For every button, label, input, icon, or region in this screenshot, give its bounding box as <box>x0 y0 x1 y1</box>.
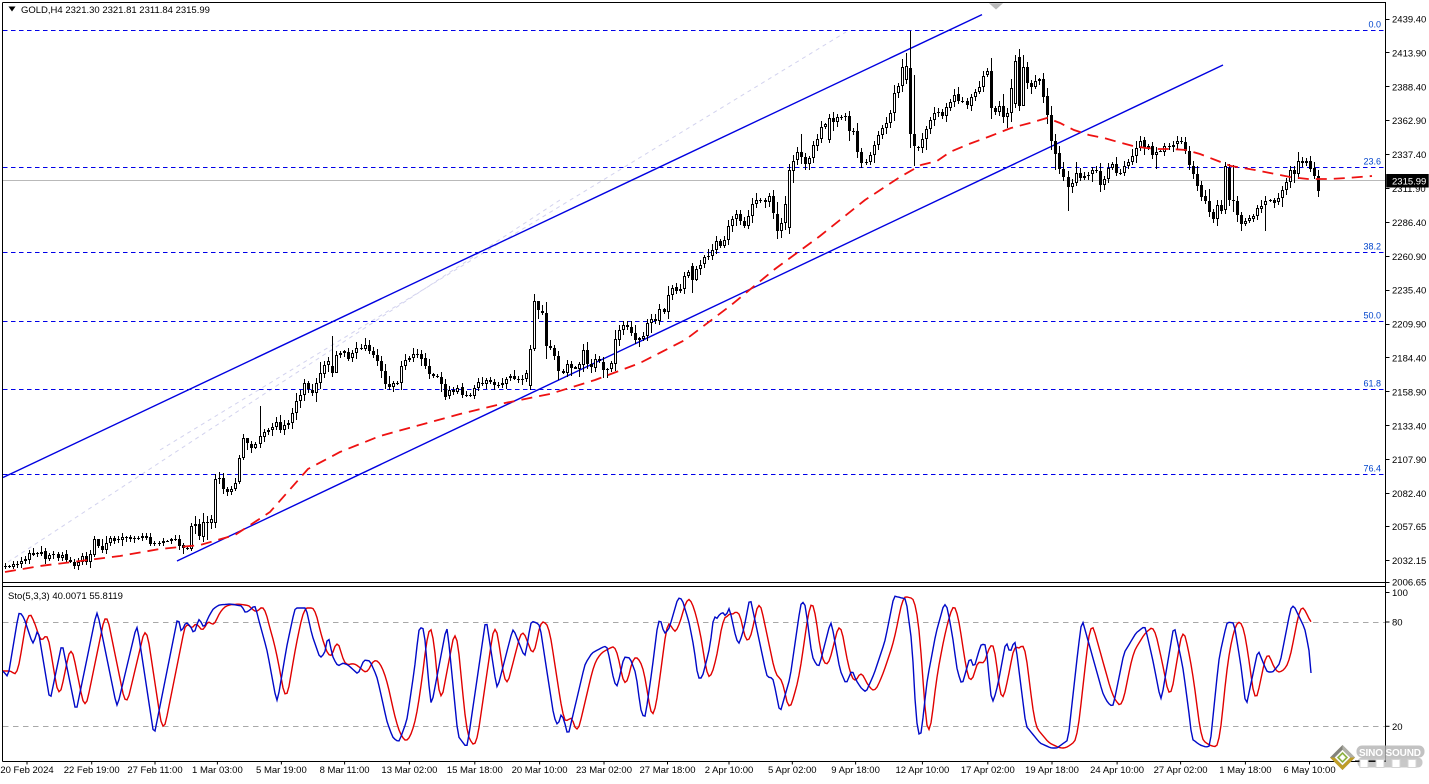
svg-text:61.8: 61.8 <box>1363 379 1381 389</box>
svg-text:2032.15: 2032.15 <box>1392 556 1426 567</box>
svg-text:2133.40: 2133.40 <box>1392 421 1426 432</box>
svg-text:22 Feb 19:00: 22 Feb 19:00 <box>64 765 120 776</box>
svg-text:27 Feb 11:00: 27 Feb 11:00 <box>127 765 182 776</box>
svg-text:24 Apr 10:00: 24 Apr 10:00 <box>1090 765 1144 776</box>
svg-text:SINO SOUND: SINO SOUND <box>1359 748 1421 759</box>
svg-text:2413.90: 2413.90 <box>1392 48 1426 59</box>
svg-text:17 Apr 02:00: 17 Apr 02:00 <box>961 765 1015 776</box>
svg-text:2260.90: 2260.90 <box>1392 252 1426 263</box>
svg-text:2362.90: 2362.90 <box>1392 116 1426 127</box>
svg-text:5 Mar 19:00: 5 Mar 19:00 <box>256 765 307 776</box>
svg-text:1 May 18:00: 1 May 18:00 <box>1219 765 1271 776</box>
svg-text:2 Apr 10:00: 2 Apr 10:00 <box>705 765 754 776</box>
svg-text:2311.90: 2311.90 <box>1392 184 1426 195</box>
svg-text:2337.40: 2337.40 <box>1392 150 1426 161</box>
svg-text:80: 80 <box>1392 618 1403 629</box>
svg-text:Sto(5,3,3) 40.0071 55.8119: Sto(5,3,3) 40.0071 55.8119 <box>8 591 123 602</box>
svg-text:23 Mar 02:00: 23 Mar 02:00 <box>576 765 632 776</box>
svg-text:8 Mar 11:00: 8 Mar 11:00 <box>320 765 370 776</box>
svg-text:2209.90: 2209.90 <box>1392 320 1426 331</box>
svg-text:2107.90: 2107.90 <box>1392 455 1426 466</box>
svg-text:6 May 10:00: 6 May 10:00 <box>1283 765 1335 776</box>
svg-text:76.4: 76.4 <box>1363 464 1381 474</box>
svg-text:20 Mar 10:00: 20 Mar 10:00 <box>512 765 568 776</box>
svg-text:38.2: 38.2 <box>1363 242 1381 252</box>
svg-text:27 Mar 18:00: 27 Mar 18:00 <box>640 765 696 776</box>
svg-text:13 Mar 02:00: 13 Mar 02:00 <box>381 765 437 776</box>
svg-text:2184.40: 2184.40 <box>1392 354 1426 365</box>
svg-text:15 Mar 18:00: 15 Mar 18:00 <box>447 765 503 776</box>
svg-text:50.0: 50.0 <box>1363 311 1381 321</box>
svg-text:GOLD,H4 2321.30 2321.81 2311.: GOLD,H4 2321.30 2321.81 2311.84 2315.99 <box>21 5 210 16</box>
svg-text:2286.40: 2286.40 <box>1392 218 1426 229</box>
svg-text:20: 20 <box>1392 722 1403 733</box>
svg-text:27 Apr 02:00: 27 Apr 02:00 <box>1154 765 1208 776</box>
svg-text:12 Apr 10:00: 12 Apr 10:00 <box>895 765 949 776</box>
svg-text:2158.90: 2158.90 <box>1392 387 1426 398</box>
svg-text:2082.40: 2082.40 <box>1392 489 1426 500</box>
svg-text:0.0: 0.0 <box>1368 20 1381 30</box>
svg-text:2235.40: 2235.40 <box>1392 286 1426 297</box>
svg-text:2439.40: 2439.40 <box>1392 15 1426 26</box>
svg-text:2315.99: 2315.99 <box>1392 177 1426 188</box>
svg-text:2388.40: 2388.40 <box>1392 82 1426 93</box>
svg-text:9 Apr 18:00: 9 Apr 18:00 <box>831 765 880 776</box>
svg-text:2006.65: 2006.65 <box>1392 578 1426 589</box>
svg-text:5 Apr 02:00: 5 Apr 02:00 <box>768 765 817 776</box>
svg-text:1 Mar 03:00: 1 Mar 03:00 <box>192 765 243 776</box>
svg-text:20 Feb 2024: 20 Feb 2024 <box>0 765 53 776</box>
svg-text:2057.65: 2057.65 <box>1392 522 1426 533</box>
svg-text:19 Apr 18:00: 19 Apr 18:00 <box>1025 765 1079 776</box>
svg-text:23.6: 23.6 <box>1363 157 1381 167</box>
svg-text:100: 100 <box>1392 588 1408 599</box>
